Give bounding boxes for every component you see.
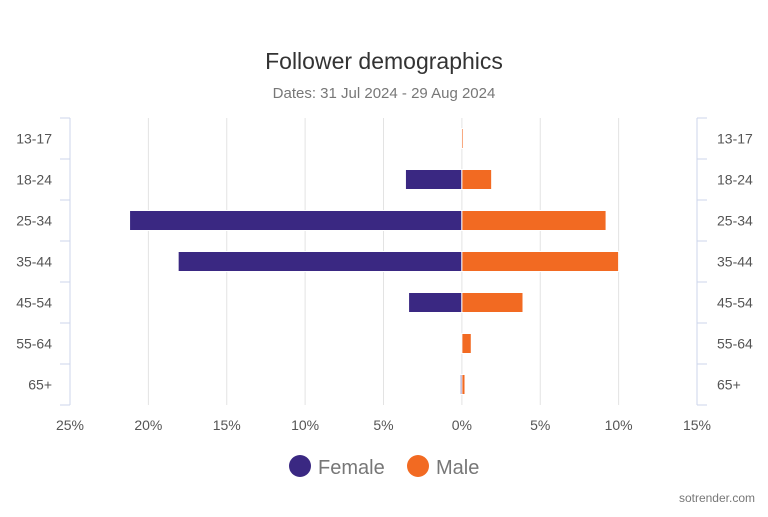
legend-marker-female bbox=[289, 455, 311, 477]
x-tick-label: 5% bbox=[373, 417, 393, 433]
bar-female bbox=[177, 251, 463, 272]
bar-male bbox=[461, 333, 472, 354]
bar-male bbox=[461, 374, 466, 395]
x-tick-label: 5% bbox=[530, 417, 550, 433]
y-tick-label-right: 65+ bbox=[717, 377, 741, 393]
y-tick-label-right: 35-44 bbox=[717, 254, 753, 270]
y-tick-label-right: 13-17 bbox=[717, 131, 753, 147]
y-tick-label-left: 45-54 bbox=[16, 295, 52, 311]
watermark: sotrender.com bbox=[679, 491, 755, 505]
x-tick-label: 25% bbox=[56, 417, 84, 433]
bar-male bbox=[461, 210, 607, 231]
x-tick-label: 0% bbox=[452, 417, 472, 433]
chart-title: Follower demographics bbox=[265, 48, 503, 74]
bar-female bbox=[408, 292, 463, 313]
y-tick-label-left: 18-24 bbox=[16, 172, 52, 188]
bar-female bbox=[404, 169, 463, 190]
bar-female bbox=[129, 210, 463, 231]
bar-male bbox=[461, 292, 524, 313]
bar-male bbox=[461, 251, 620, 272]
y-tick-label-right: 25-34 bbox=[717, 213, 753, 229]
legend-label-male: Male bbox=[436, 457, 479, 479]
x-tick-label: 20% bbox=[134, 417, 162, 433]
y-tick-label-left: 35-44 bbox=[16, 254, 52, 270]
y-tick-label-right: 55-64 bbox=[717, 336, 753, 352]
y-tick-label-left: 25-34 bbox=[16, 213, 52, 229]
y-tick-label-left: 65+ bbox=[28, 377, 52, 393]
legend-label-female: Female bbox=[318, 457, 385, 479]
legend-marker-male bbox=[407, 455, 429, 477]
x-tick-label: 15% bbox=[683, 417, 711, 433]
y-tick-label-right: 45-54 bbox=[717, 295, 753, 311]
bar-male bbox=[461, 128, 464, 149]
bar-male bbox=[461, 169, 493, 190]
x-tick-label: 10% bbox=[291, 417, 319, 433]
x-tick-label: 15% bbox=[213, 417, 241, 433]
x-tick-label: 10% bbox=[605, 417, 633, 433]
chart-subtitle: Dates: 31 Jul 2024 - 29 Aug 2024 bbox=[273, 85, 496, 102]
y-tick-label-left: 55-64 bbox=[16, 336, 52, 352]
y-tick-label-right: 18-24 bbox=[717, 172, 753, 188]
y-tick-label-left: 13-17 bbox=[16, 131, 52, 147]
